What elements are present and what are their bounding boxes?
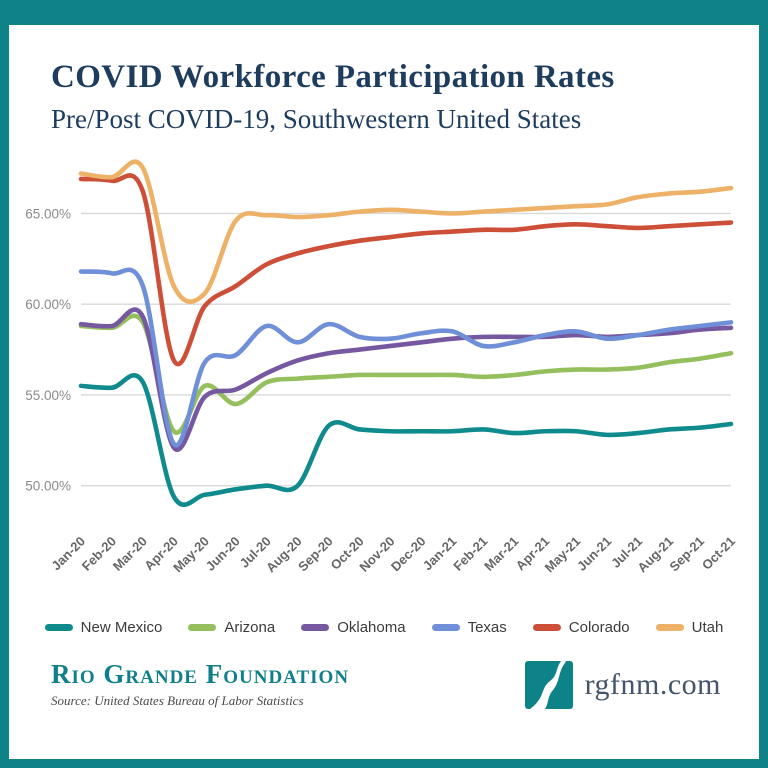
y-tick-label: 60.00% [25, 298, 71, 313]
legend-item-oklahoma: Oklahoma [301, 619, 406, 637]
series-line-arizona [78, 313, 734, 436]
chart-legend: New Mexico Arizona Oklahoma Texas Colorado Ut… [9, 619, 759, 636]
x-tick-label: Mar-21 [481, 534, 521, 574]
legend-swatch [44, 624, 73, 632]
legend-label: Arizona [224, 619, 276, 637]
y-tick-label: 65.00% [25, 207, 71, 222]
x-tick-label: Jun-20 [203, 534, 243, 574]
legend-label: New Mexico [80, 619, 163, 637]
series-line-oklahoma [78, 307, 734, 453]
gridlines [81, 213, 731, 487]
website-url: rgfnm.com [584, 667, 721, 701]
footer-left: Rio Grande Foundation Source: United Sta… [51, 660, 349, 709]
y-axis-labels: 50.00% 55.00% 60.00% 65.00% [25, 207, 71, 494]
series-line-texas [78, 267, 734, 448]
x-tick-label: Dec-20 [388, 534, 429, 575]
series-line-new-mexico [78, 373, 734, 508]
x-tick-label: Oct-21 [699, 534, 738, 573]
chart-subtitle: Pre/Post COVID-19, Southwestern United S… [51, 103, 582, 134]
legend-label: Texas [467, 619, 507, 637]
legend-swatch [301, 624, 330, 632]
x-tick-label: Mar-20 [110, 534, 150, 574]
legend-item-texas: Texas [431, 619, 507, 637]
legend-label: Oklahoma [337, 619, 406, 637]
participation-line-chart: 50.00% 55.00% 60.00% 65.00% Jan-20Feb-20Mar-… [25, 159, 738, 576]
legend-item-colorado: Colorado [532, 619, 630, 637]
x-axis-labels: Jan-20Feb-20Mar-20Apr-20May-20Jun-20Jul-… [48, 534, 738, 576]
legend-label: Utah [691, 619, 724, 637]
x-tick-label: Sep-21 [666, 534, 707, 575]
source-note: Source: United States Bureau of Labor St… [51, 693, 304, 709]
y-tick-label: 55.00% [25, 388, 71, 403]
y-tick-label: 50.00% [25, 479, 71, 494]
legend-swatch [532, 624, 561, 632]
rgf-river-logo-icon [524, 660, 573, 709]
legend-swatch [655, 624, 684, 632]
x-tick-label: Sep-20 [295, 534, 336, 575]
infographic-card: COVID Workforce Participation Rates Pre/… [9, 25, 759, 759]
x-tick-label: Jun-21 [574, 534, 614, 574]
footer: Rio Grande Foundation Source: United Sta… [9, 660, 759, 709]
org-name: Rio Grande Foundation [51, 659, 350, 690]
series-line-utah [78, 159, 734, 305]
legend-item-new-mexico: New Mexico [44, 619, 163, 637]
chart-title: COVID Workforce Participation Rates [51, 59, 615, 95]
series-lines [78, 159, 734, 508]
legend-swatch [188, 624, 217, 632]
legend-item-utah: Utah [655, 619, 724, 637]
footer-right: rgfnm.com [524, 660, 721, 709]
legend-swatch [431, 624, 460, 632]
series-line-colorado [78, 173, 734, 367]
legend-label: Colorado [568, 619, 630, 637]
legend-item-arizona: Arizona [188, 619, 275, 636]
